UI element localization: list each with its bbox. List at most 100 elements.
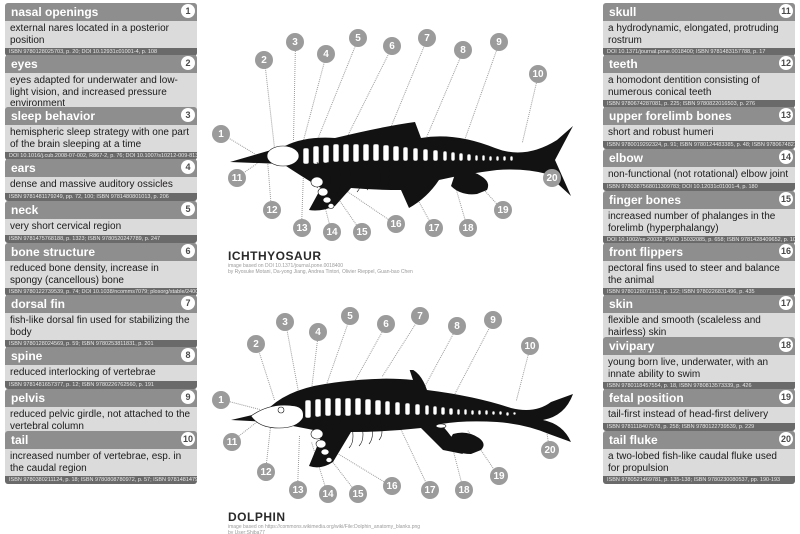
card-number: 2 [181, 56, 195, 70]
card-number: 18 [779, 338, 793, 352]
card-title: front flippers16 [603, 243, 795, 261]
card-desc: external nares located in a posterior po… [5, 21, 197, 48]
card-number: 17 [779, 296, 793, 310]
card-citation: ISBN 9780387568011309783; DOI 10.12031c0… [603, 183, 795, 191]
info-card-16: front flippers16pectoral fins used to st… [603, 243, 795, 296]
card-title: dorsal fin7 [5, 295, 197, 313]
card-desc: tail-first instead of head-first deliver… [603, 407, 795, 423]
card-title: ears4 [5, 159, 197, 177]
callout-marker-9: 9 [484, 311, 502, 329]
info-card-15: finger bones15increased number of phalan… [603, 191, 795, 244]
info-card-10: tail10increased number of vertebrae, esp… [5, 431, 197, 484]
info-card-11: skull11a hydrodynamic, elongated, protru… [603, 3, 795, 56]
card-title: bone structure6 [5, 243, 197, 261]
card-number: 7 [181, 296, 195, 310]
card-desc: a hydrodynamic, elongated, protruding ro… [603, 21, 795, 48]
card-citation: ISBN 9781481179249, pp. 72, 100; ISBN 97… [5, 193, 197, 201]
card-citation: ISBN 9781118407578, p. 258; ISBN 9780122… [603, 423, 795, 431]
card-desc: young born live, underwater, with an inn… [603, 355, 795, 382]
info-card-13: upper forelimb bones13short and robust h… [603, 107, 795, 149]
info-card-3: sleep behavior3hemispheric sleep strateg… [5, 107, 197, 160]
callout-marker-2: 2 [255, 51, 273, 69]
card-title: fetal position19 [603, 389, 795, 407]
card-citation: ISBN 9781481657377, p. 12; ISBN 97802267… [5, 381, 197, 389]
callout-marker-11: 11 [228, 169, 246, 187]
callout-marker-8: 8 [448, 317, 466, 335]
card-number: 3 [181, 108, 195, 122]
info-card-18: vivipary18young born live, underwater, w… [603, 337, 795, 390]
info-card-8: spine8reduced interlocking of vertebraeI… [5, 347, 197, 389]
callout-marker-16: 16 [383, 477, 401, 495]
card-number: 20 [779, 432, 793, 446]
card-title: vivipary18 [603, 337, 795, 355]
info-card-14: elbow14non-functional (not rotational) e… [603, 149, 795, 191]
callout-marker-12: 12 [263, 201, 281, 219]
callout-marker-3: 3 [286, 33, 304, 51]
card-title: elbow14 [603, 149, 795, 167]
card-citation: ISBN 9781475768188, p. 1323; ISBN 978052… [5, 235, 197, 243]
card-title: pelvis9 [5, 389, 197, 407]
ichthyosaur-credit: image based on DOI 10.1371/journal.pone.… [228, 263, 413, 275]
card-desc: reduced bone density, increase in spongy… [5, 261, 197, 288]
callout-marker-17: 17 [421, 481, 439, 499]
info-card-4: ears4dense and massive auditory ossicles… [5, 159, 197, 201]
card-citation: ISBN 9780019292324, p. 91; ISBN 97801244… [603, 141, 795, 149]
callout-marker-5: 5 [349, 29, 367, 47]
callout-marker-15: 15 [353, 223, 371, 241]
callout-marker-14: 14 [323, 223, 341, 241]
card-number: 8 [181, 348, 195, 362]
card-desc: fish-like dorsal fin used for stabilizin… [5, 313, 197, 340]
card-title: tail10 [5, 431, 197, 449]
callout-marker-2: 2 [247, 335, 265, 353]
info-card-12: teeth12a homodont dentition consisting o… [603, 55, 795, 108]
callout-marker-18: 18 [459, 219, 477, 237]
callout-marker-6: 6 [377, 315, 395, 333]
card-title: sleep behavior3 [5, 107, 197, 125]
card-number: 16 [779, 244, 793, 258]
callout-marker-13: 13 [293, 219, 311, 237]
infographic-canvas: ICHTHYOSAUR image based on DOI 10.1371/j… [0, 0, 800, 534]
card-number: 1 [181, 4, 195, 18]
card-desc: reduced pelvic girdle, not attached to t… [5, 407, 197, 434]
card-number: 10 [181, 432, 195, 446]
ichthyosaur-title: ICHTHYOSAUR [228, 249, 322, 263]
callout-marker-13: 13 [289, 481, 307, 499]
dolphin-title: DOLPHIN [228, 510, 286, 524]
card-desc: a two-lobed fish-like caudal fluke used … [603, 449, 795, 476]
card-number: 15 [779, 192, 793, 206]
card-title: upper forelimb bones13 [603, 107, 795, 125]
card-number: 19 [779, 390, 793, 404]
card-desc: short and robust humeri [603, 125, 795, 141]
card-number: 12 [779, 56, 793, 70]
card-desc: very short cervical region [5, 219, 197, 235]
card-title: neck5 [5, 201, 197, 219]
info-card-19: fetal position19tail-first instead of he… [603, 389, 795, 431]
callout-marker-10: 10 [529, 65, 547, 83]
info-card-5: neck5very short cervical regionISBN 9781… [5, 201, 197, 243]
callout-marker-5: 5 [341, 307, 359, 325]
card-title: finger bones15 [603, 191, 795, 209]
card-title: spine8 [5, 347, 197, 365]
callout-marker-17: 17 [425, 219, 443, 237]
callout-marker-1: 1 [212, 125, 230, 143]
card-citation: ISBN 9780521469781, p. 135-138; ISBN 978… [603, 476, 795, 484]
card-desc: increased number of phalanges in the for… [603, 209, 795, 236]
callout-marker-7: 7 [411, 307, 429, 325]
callout-marker-6: 6 [383, 37, 401, 55]
info-card-1: nasal openings1external nares located in… [5, 3, 197, 56]
callout-marker-4: 4 [317, 45, 335, 63]
card-number: 6 [181, 244, 195, 258]
callout-marker-14: 14 [319, 485, 337, 503]
card-number: 13 [779, 108, 793, 122]
callout-marker-11: 11 [223, 433, 241, 451]
callout-marker-1: 1 [212, 391, 230, 409]
card-number: 14 [779, 150, 793, 164]
card-desc: a homodont dentition consisting of numer… [603, 73, 795, 100]
callout-marker-10: 10 [521, 337, 539, 355]
card-desc: dense and massive auditory ossicles [5, 177, 197, 193]
callout-marker-19: 19 [490, 467, 508, 485]
card-number: 4 [181, 160, 195, 174]
callout-marker-9: 9 [490, 33, 508, 51]
callout-marker-4: 4 [309, 323, 327, 341]
callout-marker-15: 15 [349, 485, 367, 503]
